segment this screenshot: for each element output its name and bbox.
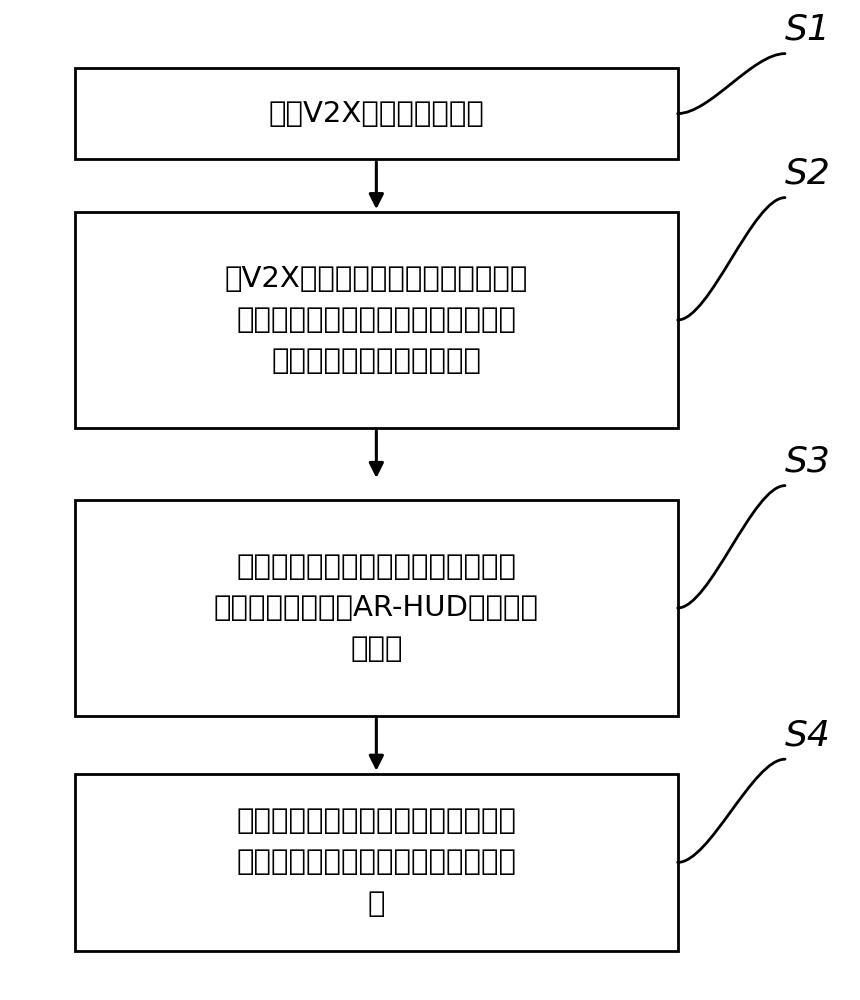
Text: S3: S3 [785,445,831,479]
FancyBboxPatch shape [75,774,678,951]
Text: 获取V2X信息和环境信息: 获取V2X信息和环境信息 [268,100,484,128]
FancyBboxPatch shape [75,500,678,716]
Text: 将车辆盲区的交通参与者信息融合到
投射图像中，生成AR-HUD的投射内
容信息: 将车辆盲区的交通参与者信息融合到 投射图像中，生成AR-HUD的投射内 容信息 [214,553,539,663]
Text: S2: S2 [785,157,831,191]
Text: S4: S4 [785,718,831,752]
FancyBboxPatch shape [75,68,678,159]
Text: 对V2X信息和环境信息进行感知算法
处理，确定车辆盲区的交通参与者信
息和车辆周围的障碍物信息: 对V2X信息和环境信息进行感知算法 处理，确定车辆盲区的交通参与者信 息和车辆周… [224,265,528,375]
FancyBboxPatch shape [75,212,678,428]
Text: 将融合后的投射内容信息发送到成像
装置，以使所述成像装置进行投射成
像: 将融合后的投射内容信息发送到成像 装置，以使所述成像装置进行投射成 像 [237,807,516,918]
Text: S1: S1 [785,13,831,47]
